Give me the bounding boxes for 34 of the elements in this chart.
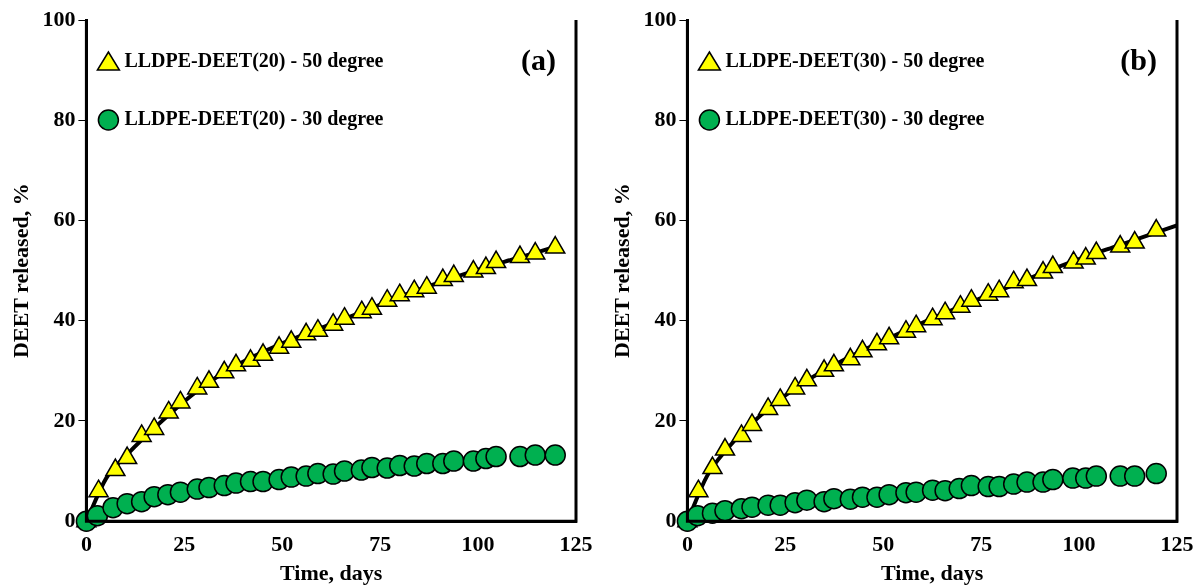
legend-label: LLDPE-DEET(30) - 30 degree [725, 107, 985, 131]
x-axis-title: Time, days [280, 560, 383, 586]
y-tick-label: 20 [53, 406, 76, 432]
y-tick-label: 80 [654, 105, 677, 131]
y-tick-label: 20 [654, 406, 677, 432]
legend-label: LLDPE-DEET(20) - 30 degree [124, 107, 384, 131]
x-tick-label: 75 [369, 531, 392, 557]
x-axis-title: Time, days [881, 560, 984, 586]
x-tick-label: 75 [970, 531, 993, 557]
x-tick-label: 100 [1062, 531, 1096, 557]
y-axis-title: DEET released, % [7, 183, 33, 358]
y-tick-label: 100 [42, 5, 76, 31]
y-tick-label: 80 [53, 105, 76, 131]
y-tick-label: 0 [665, 506, 677, 532]
y-tick-label: 60 [53, 206, 76, 232]
y-tick-label: 40 [53, 306, 76, 332]
y-tick-label: 40 [654, 306, 677, 332]
x-tick-label: 100 [461, 531, 495, 557]
y-tick-label: 60 [654, 206, 677, 232]
x-tick-label: 0 [681, 531, 693, 557]
y-axis-title: DEET released, % [608, 183, 634, 358]
x-tick-label: 25 [173, 531, 196, 557]
x-tick-label: 50 [872, 531, 895, 557]
legend-label: LLDPE-DEET(20) - 50 degree [124, 49, 384, 73]
x-tick-label: 50 [271, 531, 294, 557]
x-tick-label: 125 [559, 531, 593, 557]
y-tick-label: 100 [643, 5, 677, 31]
x-tick-label: 125 [1160, 531, 1194, 557]
x-tick-label: 25 [774, 531, 797, 557]
x-tick-label: 0 [80, 531, 92, 557]
text: (a) [521, 42, 556, 77]
text: (b) [1120, 42, 1157, 77]
legend-label: LLDPE-DEET(30) - 50 degree [725, 49, 985, 73]
y-tick-label: 0 [64, 506, 76, 532]
